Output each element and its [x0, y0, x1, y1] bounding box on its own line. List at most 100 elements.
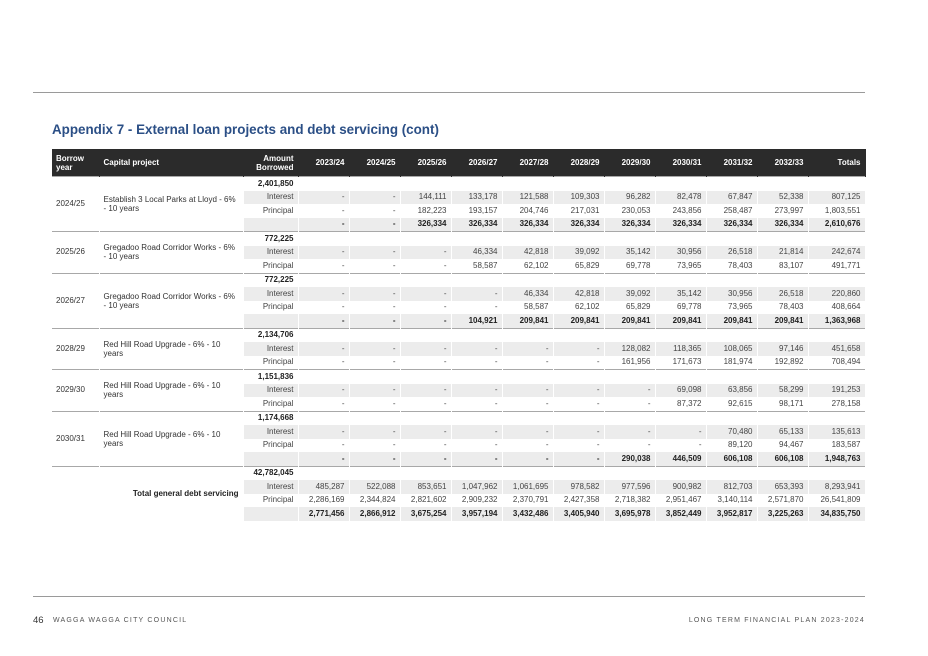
header-year: 2030/31 — [655, 149, 707, 177]
grand-total-cell: 3,695,978 — [604, 507, 656, 521]
subtotal-cell: 326,334 — [502, 217, 554, 232]
empty-cell — [298, 176, 350, 191]
empty-cell — [400, 327, 452, 342]
amount-row: 2024/25 Establish 3 Local Parks at Lloyd … — [52, 176, 866, 232]
principal-cell: 65,829 — [604, 300, 656, 314]
interest-cell: - — [451, 342, 503, 356]
grand-principal-row: Principal 2,286,169 2,344,824 2,821,602 2,90… — [52, 493, 866, 507]
principal-row: Principal - - - -58,587 62,102 65,829 69,778 73,… — [52, 300, 866, 314]
principal-cell: - — [349, 204, 401, 218]
principal-cell: 94,467 — [757, 438, 809, 452]
empty-cell — [451, 327, 503, 342]
principal-cell: 161,956 — [604, 355, 656, 370]
principal-cell: - — [604, 438, 656, 452]
empty-cell — [451, 231, 503, 246]
subtotal-row: - - -104,921 209,841 209,841 209,841 209,841 20… — [52, 314, 866, 328]
principal-cell: - — [451, 397, 503, 411]
subtotal-cell: 209,841 — [757, 314, 809, 328]
empty-cell — [400, 176, 452, 191]
principal-cell: - — [349, 355, 401, 370]
amount-row: 2030/31 Red Hill Road Upgrade - 6% - 10 y… — [52, 410, 866, 466]
interest-cell: 21,814 — [757, 245, 809, 259]
principal-cell: 83,107 — [757, 259, 809, 273]
grand-total-cell: 3,225,263 — [757, 507, 809, 521]
interest-cell: 97,146 — [757, 342, 809, 356]
empty-cell — [502, 327, 554, 342]
empty-cell — [553, 410, 605, 425]
grand-total-label: Total general debt servicing — [52, 465, 244, 521]
empty-cell — [553, 231, 605, 246]
capital-project: Red Hill Road Upgrade - 6% - 10 years — [99, 410, 244, 466]
subtotal-cell: - — [451, 452, 503, 466]
subtotal-cell: - — [553, 452, 605, 466]
principal-cell: 183,587 — [808, 438, 866, 452]
header-year: 2024/25 — [349, 149, 401, 177]
subtotal-cell: 326,334 — [400, 217, 452, 232]
interest-cell: - — [349, 425, 401, 439]
grand-total-cell: 3,852,449 — [655, 507, 707, 521]
interest-cell: - — [298, 287, 350, 301]
interest-cell: 121,588 — [502, 190, 554, 204]
header-year: 2031/32 — [706, 149, 758, 177]
header-year: 2027/28 — [502, 149, 554, 177]
interest-cell: 451,658 — [808, 342, 866, 356]
principal-label: Principal — [243, 300, 299, 314]
principal-cell: - — [400, 397, 452, 411]
header-capital-project: Capital project — [99, 149, 244, 177]
interest-label: Interest — [243, 425, 299, 439]
empty-cell — [655, 231, 707, 246]
interest-cell: - — [400, 425, 452, 439]
grand-interest-cell: 1,061,695 — [502, 480, 554, 494]
interest-cell: - — [553, 425, 605, 439]
interest-cell: 30,956 — [655, 245, 707, 259]
empty-cell — [451, 369, 503, 384]
grand-principal-cell: 2,909,232 — [451, 493, 503, 507]
empty-cell — [655, 369, 707, 384]
subtotal-cell: 606,108 — [706, 452, 758, 466]
empty-cell — [451, 465, 503, 480]
grand-principal-cell: 2,286,169 — [298, 493, 350, 507]
grand-total-cell: 3,675,254 — [400, 507, 452, 521]
subtotal-cell: - — [298, 217, 350, 232]
principal-cell: 58,587 — [451, 259, 503, 273]
interest-cell: 39,092 — [553, 245, 605, 259]
principal-cell: - — [451, 355, 503, 370]
page-number: 46 — [33, 615, 44, 626]
empty-cell — [400, 465, 452, 480]
subtotal-cell: 290,038 — [604, 452, 656, 466]
interest-label: Interest — [243, 480, 299, 494]
subtotal-cell: - — [349, 217, 401, 232]
subtotal-cell: 326,334 — [553, 217, 605, 232]
principal-cell: 193,157 — [451, 204, 503, 218]
empty-cell — [451, 272, 503, 287]
empty-cell — [349, 369, 401, 384]
capital-project: Gregadoo Road Corridor Works - 6% - 10 y… — [99, 231, 244, 273]
interest-cell: - — [349, 287, 401, 301]
principal-cell: 69,778 — [655, 300, 707, 314]
page-title: Appendix 7 - External loan projects and … — [52, 122, 439, 137]
grand-interest-cell: 978,582 — [553, 480, 605, 494]
empty-cell — [604, 272, 656, 287]
grand-principal-cell: 26,541,809 — [808, 493, 866, 507]
interest-cell: 58,299 — [757, 383, 809, 397]
principal-cell: 69,778 — [604, 259, 656, 273]
empty-cell — [706, 465, 758, 480]
subtotal-cell: - — [400, 314, 452, 328]
interest-cell: - — [298, 190, 350, 204]
principal-cell: 408,664 — [808, 300, 866, 314]
principal-cell: 182,223 — [400, 204, 452, 218]
empty-cell — [553, 369, 605, 384]
grand-total-cell: 3,405,940 — [553, 507, 605, 521]
interest-cell: 46,334 — [451, 245, 503, 259]
interest-cell: 69,098 — [655, 383, 707, 397]
interest-cell: 35,142 — [604, 245, 656, 259]
interest-cell: 70,480 — [706, 425, 758, 439]
principal-row: Principal - - - - - - -87,372 92,615 98,171 278,15… — [52, 397, 866, 411]
bottom-rule — [33, 596, 865, 597]
principal-cell: 181,974 — [706, 355, 758, 370]
empty-cell — [400, 410, 452, 425]
principal-cell: 171,673 — [655, 355, 707, 370]
grand-principal-cell: 2,370,791 — [502, 493, 554, 507]
empty-cell — [808, 465, 866, 480]
grand-interest-cell: 812,703 — [706, 480, 758, 494]
